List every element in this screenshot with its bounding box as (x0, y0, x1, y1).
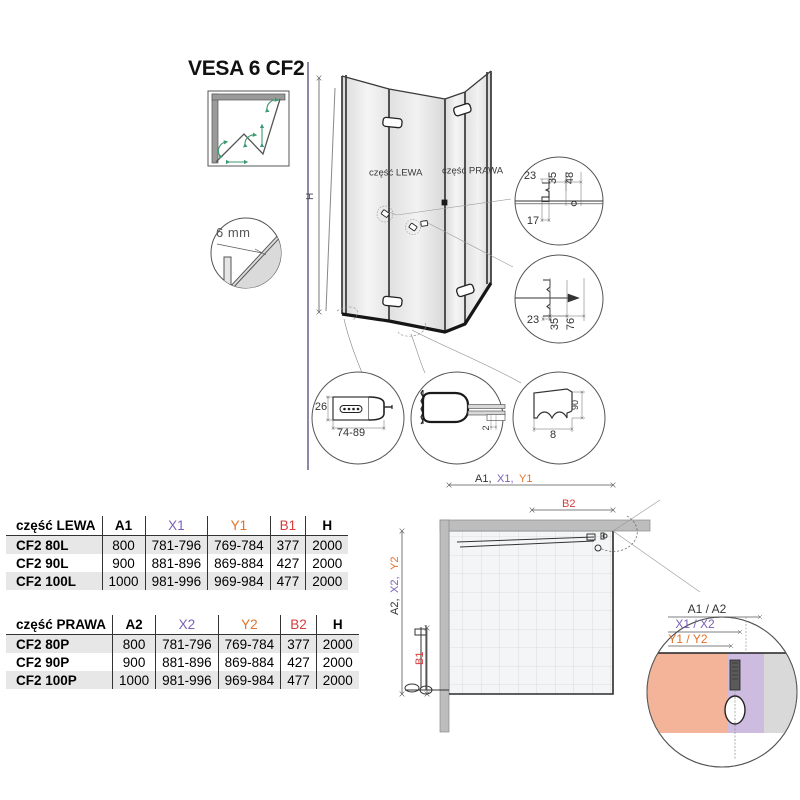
svg-text:23: 23 (527, 314, 539, 326)
svg-text:X1 / X2: X1 / X2 (675, 617, 715, 631)
svg-text:VESA 6 CF2: VESA 6 CF2 (188, 57, 304, 80)
svg-text:6 mm: 6 mm (216, 225, 251, 240)
svg-text:A1,: A1, (475, 473, 492, 485)
svg-text:48: 48 (564, 172, 576, 184)
svg-text:35: 35 (549, 318, 561, 330)
svg-text:Y2: Y2 (389, 557, 401, 570)
svg-text:74-89: 74-89 (337, 427, 365, 439)
svg-text:23: 23 (524, 170, 536, 182)
svg-text:76: 76 (565, 318, 577, 330)
svg-text:część PRAWA: część PRAWA (442, 166, 504, 177)
svg-text:X1,: X1, (497, 473, 514, 485)
svg-text:35: 35 (547, 172, 559, 184)
svg-text:A2,: A2, (389, 598, 401, 615)
svg-text:17: 17 (527, 215, 539, 227)
svg-text:8: 8 (550, 429, 556, 441)
svg-text:Y1: Y1 (519, 473, 532, 485)
svg-text:2: 2 (481, 425, 491, 430)
svg-text:H: H (305, 193, 316, 200)
svg-text:B1: B1 (414, 652, 426, 665)
svg-text:część LEWA: część LEWA (369, 168, 423, 179)
svg-text:90: 90 (570, 400, 580, 410)
svg-text:26: 26 (315, 401, 327, 413)
svg-text:B2: B2 (562, 498, 575, 510)
svg-text:X2,: X2, (389, 576, 401, 593)
svg-text:A1 / A2: A1 / A2 (688, 602, 727, 616)
svg-text:Y1 / Y2: Y1 / Y2 (668, 632, 707, 646)
